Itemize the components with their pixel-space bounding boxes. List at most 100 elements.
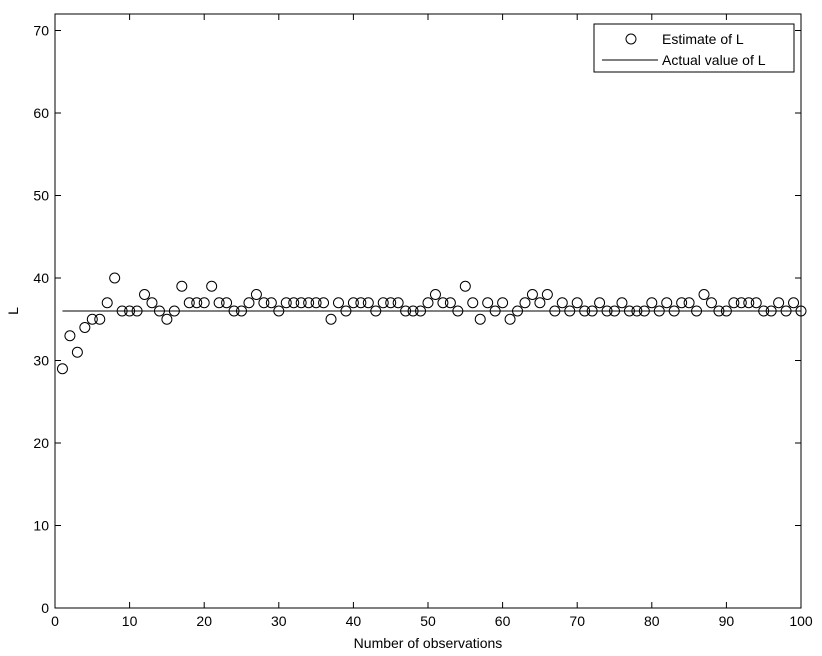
- estimate-point: [638, 305, 650, 317]
- x-tick-label: 40: [346, 613, 362, 629]
- estimate-point: [780, 305, 792, 317]
- estimate-point: [646, 297, 658, 309]
- y-tick-label: 70: [33, 23, 49, 39]
- estimate-point: [512, 305, 524, 317]
- estimate-point: [355, 297, 367, 309]
- y-tick-label: 0: [41, 600, 49, 616]
- estimate-point: [765, 305, 777, 317]
- estimate-point: [325, 313, 337, 325]
- estimate-point: [467, 297, 479, 309]
- estimate-point: [183, 297, 195, 309]
- estimate-point: [258, 297, 270, 309]
- legend-label-estimate: Estimate of L: [662, 31, 744, 47]
- y-tick-label: 40: [33, 270, 49, 286]
- estimate-series: [56, 272, 807, 375]
- estimate-point: [743, 297, 755, 309]
- estimate-point: [280, 297, 292, 309]
- estimate-point: [228, 305, 240, 317]
- estimate-point: [534, 297, 546, 309]
- estimate-point: [482, 297, 494, 309]
- estimate-point: [109, 272, 121, 284]
- y-tick-label: 20: [33, 435, 49, 451]
- estimate-point: [683, 297, 695, 309]
- y-tick-label: 60: [33, 105, 49, 121]
- estimate-point: [385, 297, 397, 309]
- estimate-point: [758, 305, 770, 317]
- estimate-point: [340, 305, 352, 317]
- estimate-point: [444, 297, 456, 309]
- estimate-point: [288, 297, 300, 309]
- y-tick-label: 50: [33, 188, 49, 204]
- estimate-point: [347, 297, 359, 309]
- estimate-point: [86, 313, 98, 325]
- estimate-point: [56, 363, 68, 375]
- legend: Estimate of L Actual value of L: [593, 23, 795, 73]
- estimate-point: [139, 289, 151, 300]
- estimate-point: [549, 305, 561, 317]
- legend-box: [593, 23, 795, 73]
- estimate-point: [101, 297, 113, 309]
- x-tick-label: 0: [51, 613, 59, 629]
- estimate-point: [265, 297, 277, 309]
- estimate-point: [422, 297, 434, 309]
- estimate-point: [586, 305, 598, 317]
- estimate-point: [415, 305, 427, 317]
- estimate-point: [497, 297, 509, 309]
- estimate-point: [623, 305, 635, 317]
- estimate-point: [407, 305, 419, 317]
- estimate-point: [564, 305, 576, 317]
- estimate-point: [236, 305, 247, 317]
- estimate-point: [661, 297, 673, 309]
- estimate-point: [698, 289, 710, 300]
- estimate-point: [303, 297, 315, 309]
- estimate-point: [691, 305, 703, 317]
- estimate-point: [526, 289, 538, 300]
- estimate-point: [94, 313, 106, 325]
- x-tick-label: 30: [271, 613, 287, 629]
- estimate-point: [146, 297, 158, 309]
- estimate-point: [400, 305, 412, 317]
- estimate-point: [728, 297, 740, 309]
- estimate-point: [601, 305, 613, 317]
- estimate-point: [221, 297, 233, 309]
- estimate-point: [310, 297, 322, 309]
- estimate-point: [735, 297, 747, 309]
- legend-label-actual: Actual value of L: [662, 52, 766, 68]
- estimate-point: [377, 297, 389, 309]
- estimate-point: [116, 305, 128, 317]
- y-tick-label: 30: [33, 353, 49, 369]
- estimate-point: [131, 305, 143, 317]
- legend-marker-estimate: [625, 33, 637, 45]
- estimate-point: [71, 346, 83, 358]
- estimate-point: [295, 297, 307, 309]
- estimate-point: [250, 289, 262, 300]
- estimate-point: [609, 305, 620, 317]
- estimate-point: [64, 330, 76, 342]
- estimate-point: [579, 305, 591, 317]
- x-tick-label: 70: [569, 613, 585, 629]
- estimate-point: [318, 297, 330, 309]
- y-tick-label: 10: [33, 518, 49, 534]
- estimate-point: [213, 297, 225, 309]
- estimate-point: [392, 297, 404, 309]
- y-axis-title: L: [5, 307, 21, 315]
- estimate-point: [594, 297, 606, 309]
- estimate-point: [713, 305, 725, 317]
- estimate-point: [191, 297, 203, 309]
- x-axis: 0 10 20 30 40 50 60 70 80 90 100: [51, 14, 813, 629]
- estimate-point: [616, 297, 628, 309]
- estimate-point: [452, 305, 464, 317]
- estimate-point: [243, 297, 255, 309]
- estimate-point: [332, 297, 344, 309]
- estimate-point: [705, 297, 717, 309]
- estimate-point: [124, 305, 136, 317]
- estimate-point: [556, 297, 568, 309]
- x-tick-label: 90: [719, 613, 735, 629]
- x-tick-label: 50: [420, 613, 436, 629]
- estimate-point: [504, 313, 516, 325]
- estimate-point: [176, 280, 188, 292]
- estimate-point: [429, 289, 441, 300]
- estimate-point: [788, 297, 800, 309]
- x-axis-title: Number of observations: [354, 635, 503, 651]
